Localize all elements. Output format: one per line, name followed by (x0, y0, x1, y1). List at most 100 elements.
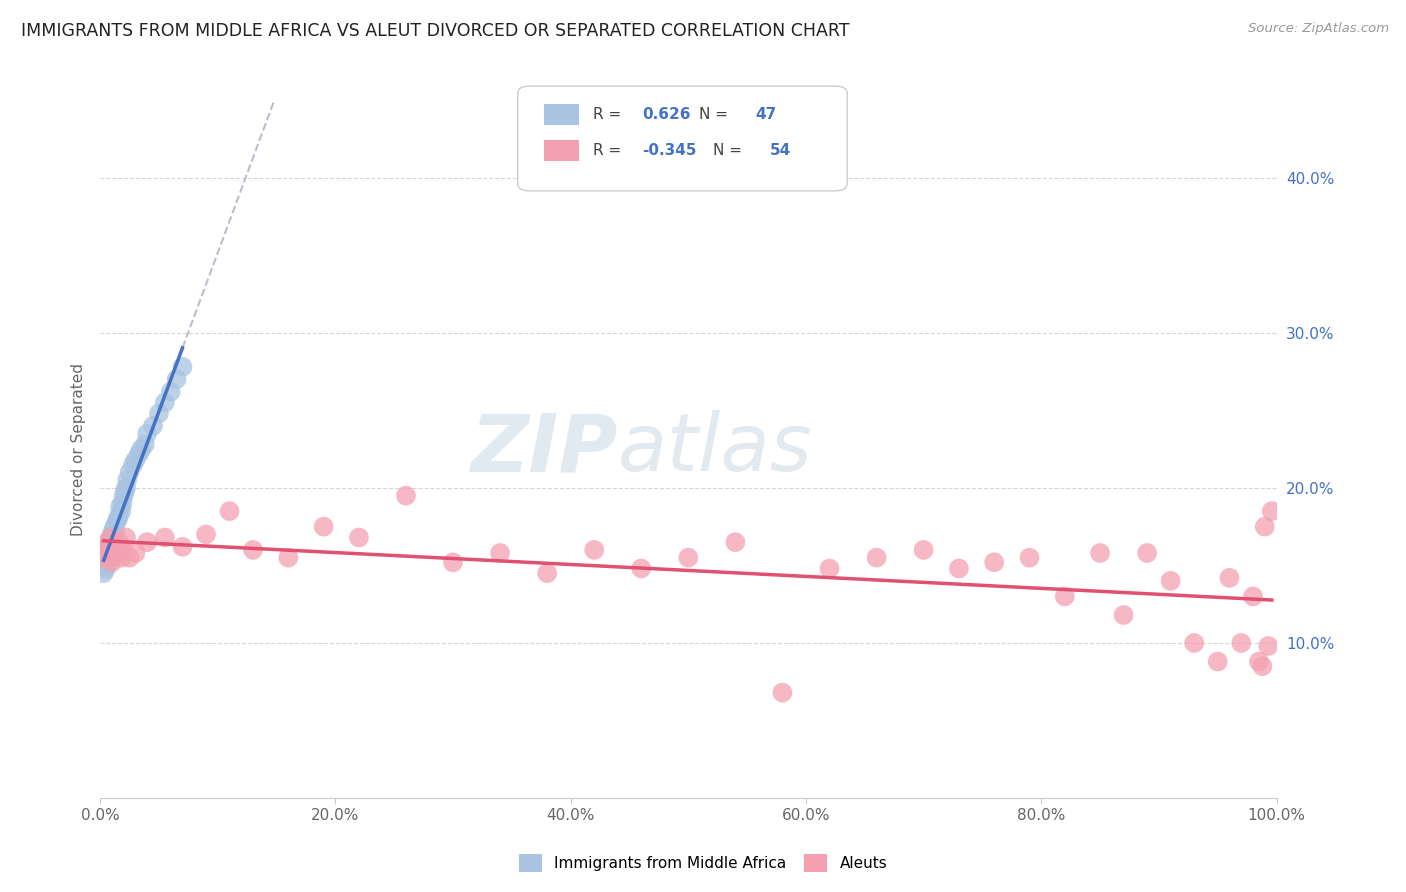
Point (1247, 655, 1270, 669)
Point (103, 540, 125, 554)
Point (1112, 608, 1135, 623)
Point (195, 527, 218, 541)
Point (93, 550, 115, 565)
Point (489, 546, 512, 560)
Point (347, 531, 370, 545)
Point (98, 546, 121, 560)
FancyBboxPatch shape (544, 140, 579, 161)
Point (103, 519, 125, 533)
Text: IMMIGRANTS FROM MIDDLE AFRICA VS ALEUT DIVORCED OR SEPARATED CORRELATION CHART: IMMIGRANTS FROM MIDDLE AFRICA VS ALEUT D… (21, 22, 849, 40)
Point (131, 442, 153, 456)
Point (630, 561, 652, 575)
Point (101, 531, 124, 545)
Text: 54: 54 (769, 143, 790, 158)
Point (536, 566, 558, 581)
Point (101, 527, 124, 541)
Point (153, 395, 176, 409)
Point (1241, 590, 1264, 604)
Text: 0.626: 0.626 (643, 106, 690, 121)
Point (112, 542, 135, 557)
Point (100, 550, 122, 565)
Point (94, 542, 117, 557)
Point (93, 566, 115, 581)
Point (98, 542, 121, 557)
Point (124, 546, 146, 560)
Point (1053, 590, 1076, 604)
Text: 47: 47 (755, 106, 776, 121)
Point (277, 550, 299, 565)
Point (159, 384, 181, 399)
Point (96, 555, 118, 569)
Text: -0.345: -0.345 (643, 143, 697, 158)
Point (912, 542, 935, 557)
Point (218, 504, 240, 518)
Point (114, 483, 136, 498)
Point (1182, 636, 1205, 650)
Point (1160, 574, 1182, 588)
Point (136, 426, 159, 441)
Point (1257, 639, 1279, 653)
Legend: Immigrants from Middle Africa, Aleuts: Immigrants from Middle Africa, Aleuts (510, 846, 896, 880)
Point (101, 535, 124, 549)
Point (172, 540, 194, 554)
Point (172, 359, 194, 374)
Point (97, 550, 120, 565)
Y-axis label: Divorced or Separated: Divorced or Separated (72, 362, 86, 535)
Point (96, 535, 118, 549)
Text: R =: R = (593, 106, 626, 121)
Point (242, 542, 264, 557)
Point (112, 489, 135, 503)
Point (983, 555, 1005, 569)
Text: ZIP: ZIP (471, 410, 617, 488)
Point (94, 542, 117, 557)
FancyBboxPatch shape (544, 103, 579, 125)
Point (118, 550, 141, 565)
Point (100, 531, 122, 545)
Point (108, 535, 131, 549)
Text: R =: R = (593, 143, 626, 158)
Point (110, 550, 132, 565)
Point (865, 550, 887, 565)
Point (94, 550, 117, 565)
Point (772, 685, 794, 699)
Point (97, 554, 120, 568)
Point (101, 524, 124, 539)
Point (94, 558, 117, 573)
FancyBboxPatch shape (517, 87, 848, 191)
Point (1254, 519, 1277, 533)
Text: atlas: atlas (617, 410, 813, 488)
Text: Source: ZipAtlas.com: Source: ZipAtlas.com (1249, 22, 1389, 36)
Point (948, 561, 970, 575)
Point (148, 406, 170, 420)
Point (312, 519, 335, 533)
Point (441, 555, 464, 569)
Point (1206, 655, 1229, 669)
Point (1230, 636, 1253, 650)
Text: N =: N = (713, 143, 747, 158)
Point (115, 473, 138, 487)
Point (1251, 659, 1274, 673)
Point (94, 561, 117, 575)
Point (104, 524, 127, 539)
Point (100, 538, 122, 552)
Point (105, 546, 128, 560)
Point (107, 512, 129, 526)
Point (98, 550, 121, 565)
Point (134, 437, 156, 451)
Point (678, 550, 700, 565)
Point (166, 372, 188, 386)
Point (122, 458, 145, 472)
Point (108, 508, 131, 523)
Point (1136, 546, 1159, 560)
Point (100, 531, 122, 545)
Point (101, 542, 124, 557)
Point (110, 504, 132, 518)
Point (142, 418, 165, 433)
Point (108, 500, 131, 514)
Point (583, 542, 606, 557)
Text: N =: N = (699, 106, 733, 121)
Point (98, 540, 121, 554)
Point (1218, 571, 1240, 585)
Point (1088, 546, 1111, 560)
Point (96, 546, 118, 560)
